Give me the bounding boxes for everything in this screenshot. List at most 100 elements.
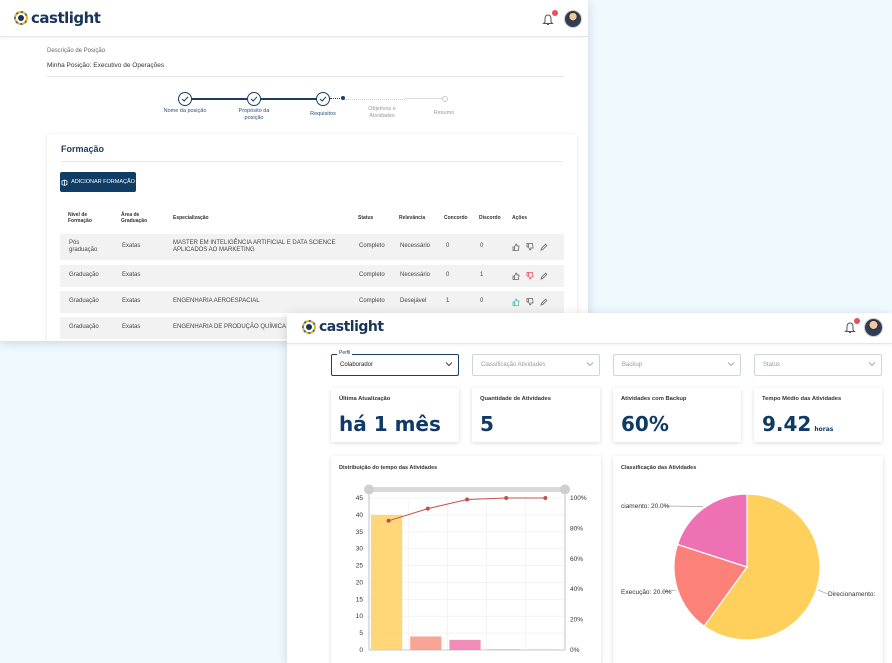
- y2-tick-label: 40%: [570, 586, 583, 593]
- thumbs-up-icon[interactable]: [512, 243, 520, 251]
- kpi-value-text: há 1 mês: [339, 412, 441, 436]
- kpi-value: 60%: [621, 412, 669, 436]
- distribuicao-chart-card: Distribuição do tempo das Atividades 0 5 1…: [331, 456, 601, 663]
- chevron-down-icon: [727, 362, 735, 367]
- cell-nivel: Graduação: [69, 324, 99, 330]
- col-relevancia[interactable]: Relevância: [399, 215, 426, 221]
- kpi-tempo-medio: Tempo Médio das Atividades 9.42 horas: [754, 388, 882, 442]
- edit-pencil-icon[interactable]: [540, 298, 548, 306]
- step-3-check-icon[interactable]: [316, 92, 330, 106]
- thumbs-up-icon[interactable]: [512, 272, 520, 280]
- col-status[interactable]: Status: [358, 215, 374, 221]
- kpi-unit: horas: [814, 426, 834, 433]
- kpi-title: Última Atualização: [339, 396, 391, 402]
- cell-status: Completo: [359, 298, 385, 304]
- slice-label: Direcionamento:: [828, 591, 876, 598]
- top-bar: castlight: [287, 313, 892, 344]
- cell-status: Completo: [359, 272, 385, 278]
- cell-especializacao: ENGENHARIA AEROESPACIAL: [173, 298, 260, 304]
- cumulative-point: [386, 518, 391, 523]
- row-actions: [512, 298, 548, 306]
- thumbs-down-icon[interactable]: [526, 272, 534, 280]
- cell-discordo: 1: [480, 272, 484, 278]
- cell-nivel: Pós graduação: [69, 240, 98, 253]
- thumbs-down-icon[interactable]: [526, 243, 534, 251]
- y2-tick-label: 100%: [570, 495, 587, 502]
- user-avatar[interactable]: [564, 10, 582, 28]
- step-5-dot-icon[interactable]: [442, 96, 448, 102]
- edit-pencil-icon[interactable]: [540, 243, 548, 251]
- add-formacao-label: ADICIONAR FORMAÇÃO: [71, 179, 135, 185]
- classificacao-chart-card: Classificação das Atividades Direcioname…: [613, 456, 883, 663]
- page-title: Minha Posição: Executivo de Operações: [47, 62, 165, 69]
- status-select[interactable]: Status: [754, 354, 882, 376]
- chevron-down-icon: [868, 362, 876, 367]
- step-2-check-icon[interactable]: [247, 92, 261, 106]
- thumbs-down-icon[interactable]: [526, 298, 534, 306]
- add-formacao-button[interactable]: ADICIONAR FORMAÇÃO: [60, 172, 136, 192]
- chevron-down-icon: [445, 362, 453, 367]
- top-bar: castlight: [0, 0, 588, 37]
- col-nivel[interactable]: Nível de Formação: [68, 212, 92, 224]
- section-title: Formação: [61, 144, 105, 154]
- y2-tick-label: 80%: [570, 525, 583, 532]
- step-4-dot-icon[interactable]: [341, 96, 345, 100]
- user-avatar[interactable]: [864, 318, 883, 337]
- y-tick-label: 30: [356, 546, 364, 553]
- perfil-select[interactable]: Perfil Colaborador: [331, 350, 459, 376]
- step-1-check-icon[interactable]: [178, 92, 192, 106]
- step-1-label: Nome da posição: [163, 108, 207, 114]
- slice-label-leader: [818, 589, 829, 595]
- col-especializacao[interactable]: Especialização: [173, 215, 209, 221]
- bar: [371, 514, 403, 650]
- step-2-label: Propósito da posição: [238, 108, 270, 121]
- cell-area: Exatas: [122, 324, 141, 330]
- cell-area: Exatas: [122, 243, 141, 249]
- y-tick-label: 10: [356, 613, 364, 620]
- cell-concordo: 0: [446, 272, 450, 278]
- col-concordo[interactable]: Concordo: [444, 215, 468, 221]
- thumbs-up-icon[interactable]: [512, 298, 520, 306]
- cell-discordo: 0: [480, 298, 484, 304]
- classificacao-select[interactable]: Classificação Atividades: [472, 354, 600, 376]
- y2-tick-label: 60%: [570, 556, 583, 563]
- kpi-value-text: 5: [480, 412, 494, 436]
- castlight-logo[interactable]: castlight: [12, 9, 101, 27]
- cell-especializacao: ENGENHARIA DE PRODUÇÃO QUÍMICA: [173, 324, 287, 330]
- slice-label-leader: [662, 589, 676, 593]
- stepper-line-pending-2: [405, 98, 445, 99]
- pie-slice: [703, 493, 821, 641]
- col-discordo[interactable]: Discordo: [479, 215, 501, 221]
- y2-tick-label: 20%: [570, 617, 583, 624]
- perfil-value: Colaborador: [340, 362, 374, 368]
- col-area[interactable]: Área de Graduação: [121, 212, 148, 224]
- status-placeholder: Status: [763, 362, 781, 368]
- pareto-chart: 0 5 10 15 20 25 30 35 40 45 0% 20% 40% 60% 80% 100%: [356, 484, 587, 654]
- notification-bell-icon[interactable]: [844, 318, 860, 335]
- notification-bell-icon[interactable]: [542, 10, 558, 27]
- divider: [47, 76, 564, 77]
- cell-especializacao: MASTER EM INTELIGÊNCIA ARTIFICIAL E DATA…: [173, 240, 336, 253]
- cell-status: Completo: [359, 243, 385, 249]
- zoom-handle-right: [560, 484, 570, 495]
- kpi-title: Quantidade de Atividades: [480, 396, 551, 402]
- cell-relevancia: Necessário: [400, 243, 431, 249]
- kpi-title: Atividades com Backup: [621, 396, 687, 402]
- y-tick-label: 15: [356, 596, 364, 603]
- chevron-down-icon: [586, 362, 594, 367]
- cell-area: Exatas: [122, 272, 141, 278]
- bar: [527, 649, 559, 650]
- table-row: Graduação Exatas ENGENHARIA AEROESPACIAL…: [60, 291, 564, 313]
- edit-pencil-icon[interactable]: [540, 272, 548, 280]
- kpi-value-text: 9.42: [762, 412, 812, 436]
- zoom-handle-left: [364, 484, 374, 495]
- y-tick-label: 25: [356, 563, 364, 570]
- cell-nivel: Graduação: [69, 298, 99, 304]
- card-divider: [61, 161, 563, 162]
- logo-mark-icon: [14, 11, 28, 25]
- cell-nivel: Graduação: [69, 272, 99, 278]
- castlight-logo[interactable]: castlight: [300, 318, 384, 336]
- perfil-label: Perfil: [337, 350, 353, 356]
- pie-slice: [673, 543, 748, 627]
- backup-select[interactable]: Backup: [613, 354, 741, 376]
